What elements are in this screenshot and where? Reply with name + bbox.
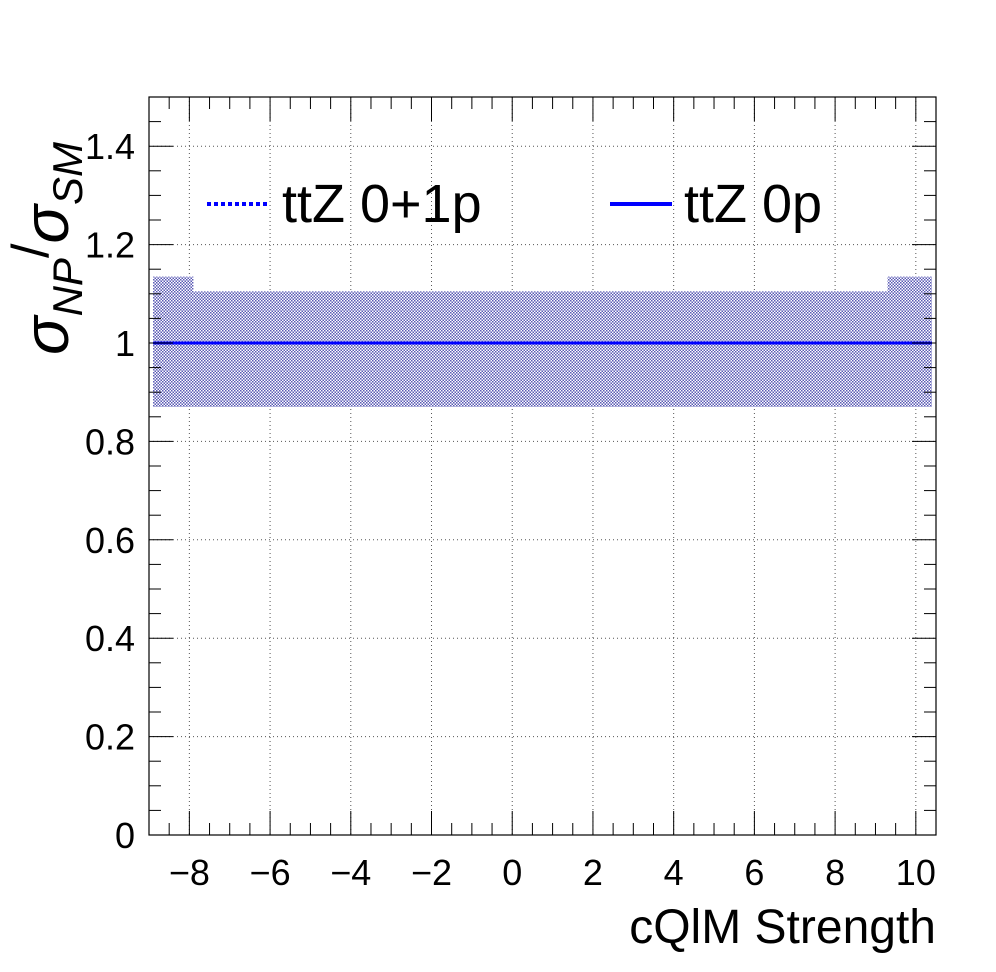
x-tick-label-6: 4	[664, 852, 684, 893]
x-tick-label-3: −2	[411, 852, 452, 893]
x-tick-label-9: 10	[896, 852, 936, 893]
y-tick-label-0: 0	[115, 815, 135, 856]
y-tick-label-1: 0.2	[85, 717, 135, 758]
x-tick-label-7: 6	[744, 852, 764, 893]
y-axis-title-symbol-np: σ	[10, 314, 82, 355]
y-tick-label-4: 0.8	[85, 421, 135, 462]
legend: ttZ 0+1p ttZ 0p	[207, 174, 822, 234]
x-tick-label-5: 2	[583, 852, 603, 893]
y-tick-label-7: 1.4	[85, 126, 135, 167]
y-axis-title: σNP/σSM	[2, 142, 91, 355]
x-tick-labels: −8 −6 −4 −2 0 2 4 6 8 10	[169, 852, 936, 893]
y-tick-label-5: 1	[115, 323, 135, 364]
y-tick-labels: 0 0.2 0.4 0.6 0.8 1 1.2 1.4	[85, 126, 135, 856]
y-axis-title-symbol-sm: σ	[10, 203, 82, 244]
y-tick-label-2: 0.4	[85, 618, 135, 659]
x-tick-label-2: −4	[330, 852, 371, 893]
x-tick-label-0: −8	[169, 852, 210, 893]
y-tick-label-6: 1.2	[85, 225, 135, 266]
y-axis-title-separator: /	[2, 243, 60, 258]
grid	[149, 97, 936, 836]
legend-label-ttz-0p: ttZ 0p	[684, 174, 822, 234]
x-tick-label-8: 8	[825, 852, 845, 893]
x-axis-title: cQlM Strength	[629, 901, 936, 954]
uncertainty-band	[153, 276, 932, 407]
legend-label-ttz-0p1p: ttZ 0+1p	[282, 174, 482, 234]
axis-ticks	[148, 96, 937, 836]
band-segment-1	[193, 291, 888, 407]
x-tick-label-4: 0	[502, 852, 522, 893]
y-axis-title-subscript-sm: SM	[44, 142, 91, 205]
x-tick-label-1: −6	[250, 852, 291, 893]
y-axis-title-subscript-np: NP	[44, 258, 91, 316]
y-tick-label-3: 0.6	[85, 520, 135, 561]
